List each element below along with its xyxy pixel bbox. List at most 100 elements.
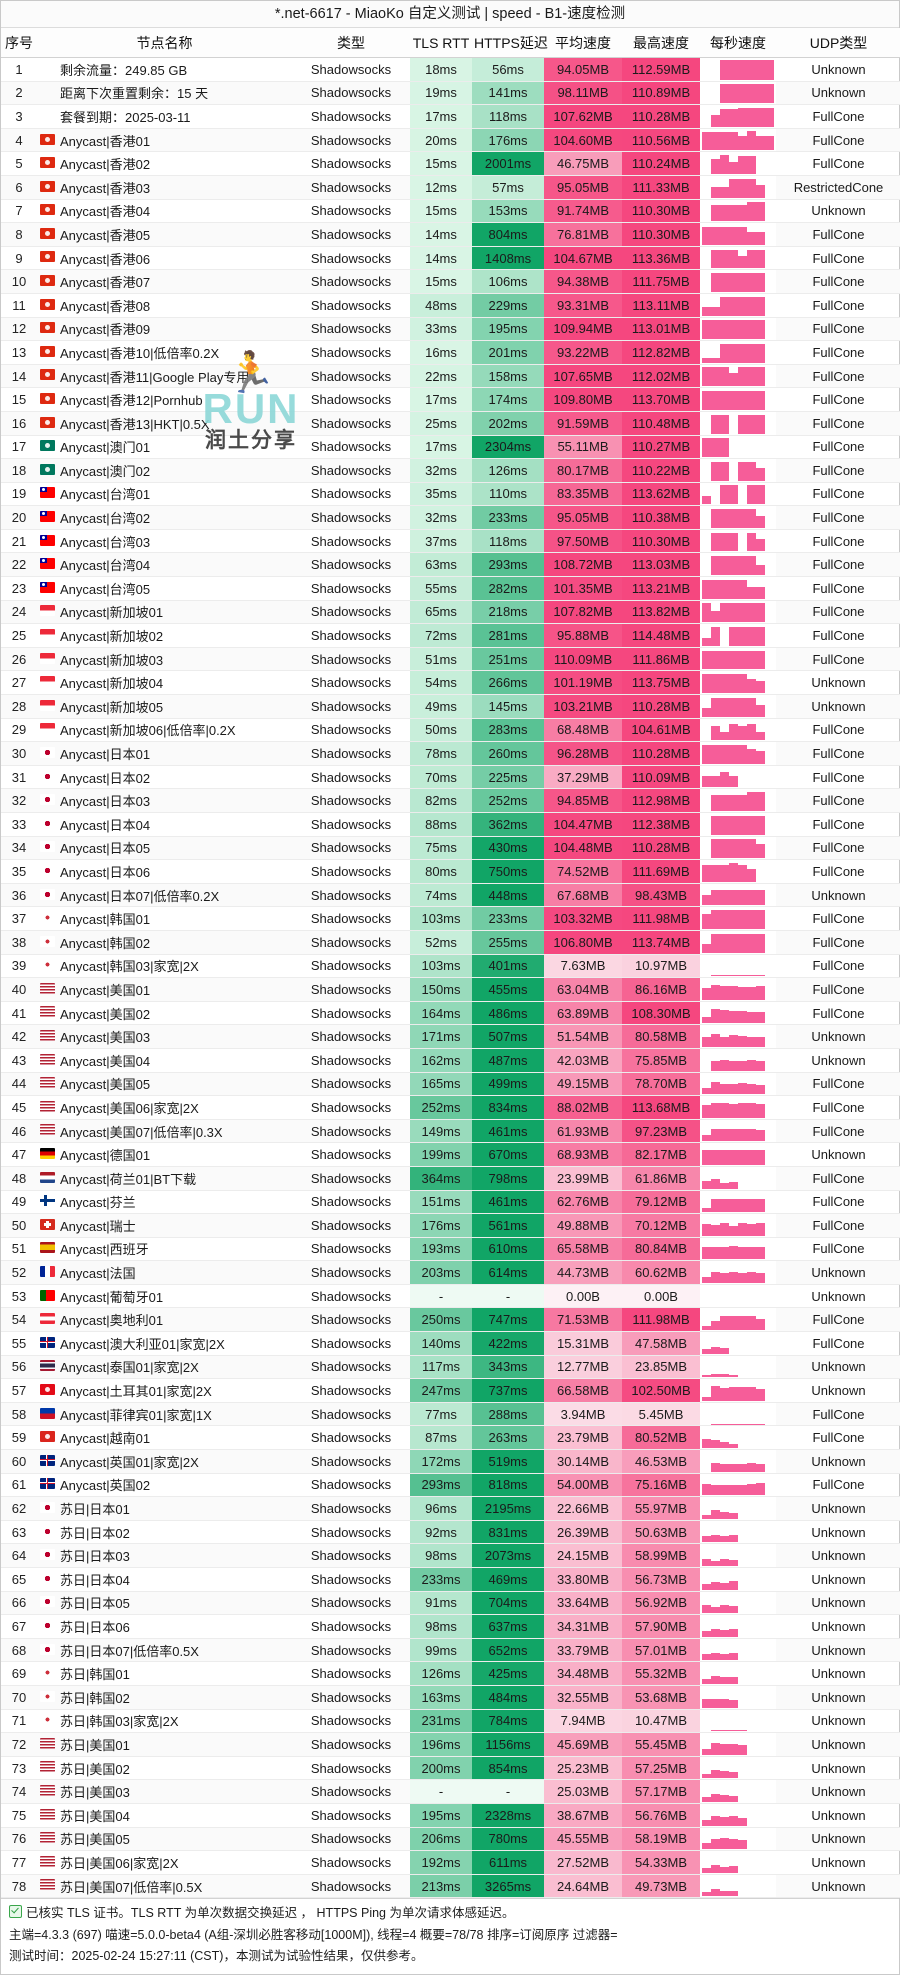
- table-row[interactable]: 52 Anycast|法国 Shadowsocks 203ms 614ms 44.73MB…: [1, 1260, 900, 1285]
- table-row[interactable]: 67 苏日|日本06 Shadowsocks 98ms 637ms 34.31MB 57.9…: [1, 1614, 900, 1639]
- table-row[interactable]: 24 Anycast|新加坡01 Shadowsocks 65ms 218ms 107.8…: [1, 600, 900, 625]
- cell-node-name[interactable]: 苏日|韩国03|家宽|2X: [37, 1709, 292, 1734]
- cell-node-name[interactable]: Anycast|日本06: [37, 859, 292, 884]
- table-row[interactable]: 36 Anycast|日本07|低倍率0.2X Shadowsocks 74ms 448…: [1, 883, 900, 908]
- cell-node-name[interactable]: 苏日|美国07|低倍率|0.5X: [37, 1874, 292, 1899]
- table-row[interactable]: 55 Anycast|澳大利亚01|家宽|2X Shadowsocks 140ms 42…: [1, 1331, 900, 1356]
- cell-node-name[interactable]: Anycast|新加坡02: [37, 623, 292, 648]
- cell-node-name[interactable]: Anycast|美国07|低倍率|0.3X: [37, 1119, 292, 1144]
- cell-node-name[interactable]: Anycast|美国06|家宽|2X: [37, 1095, 292, 1120]
- cell-node-name[interactable]: 苏日|日本05: [37, 1591, 292, 1616]
- table-row[interactable]: 75 苏日|美国04 Shadowsocks 195ms 2328ms 38.67MB 56…: [1, 1803, 900, 1828]
- cell-node-name[interactable]: Anycast|香港12|Pornhub: [37, 387, 292, 412]
- cell-node-name[interactable]: Anycast|日本04: [37, 812, 292, 837]
- table-row[interactable]: 20 Anycast|台湾02 Shadowsocks 32ms 233ms 95.05M…: [1, 505, 900, 530]
- table-row[interactable]: 28 Anycast|新加坡05 Shadowsocks 49ms 145ms 103.2…: [1, 694, 900, 719]
- table-row[interactable]: 34 Anycast|日本05 Shadowsocks 75ms 430ms 104.48…: [1, 836, 900, 861]
- cell-node-name[interactable]: Anycast|澳门01: [37, 435, 292, 460]
- cell-node-name[interactable]: Anycast|香港07: [37, 269, 292, 294]
- table-row[interactable]: 39 Anycast|韩国03|家宽|2X Shadowsocks 103ms 401m…: [1, 954, 900, 979]
- table-row[interactable]: 29 Anycast|新加坡06|低倍率|0.2X Shadowsocks 50ms 2…: [1, 718, 900, 743]
- cell-node-name[interactable]: Anycast|香港08: [37, 293, 292, 318]
- table-row[interactable]: 72 苏日|美国01 Shadowsocks 196ms 1156ms 45.69MB 55…: [1, 1732, 900, 1757]
- col-header-udp-type[interactable]: UDP类型: [776, 28, 900, 58]
- table-row[interactable]: 53 Anycast|葡萄牙01 Shadowsocks - -0.00B 0.00B Un…: [1, 1284, 900, 1309]
- table-row[interactable]: 70 苏日|韩国02 Shadowsocks 163ms 484ms 32.55MB 53.…: [1, 1685, 900, 1710]
- cell-node-name[interactable]: Anycast|香港01: [37, 128, 292, 153]
- table-row[interactable]: 33 Anycast|日本04 Shadowsocks 88ms 362ms 104.47…: [1, 812, 900, 837]
- cell-node-name[interactable]: Anycast|台湾04: [37, 552, 292, 578]
- col-header-tls-rtt[interactable]: TLS RTT: [410, 28, 472, 58]
- cell-node-name[interactable]: Anycast|韩国02: [37, 930, 292, 955]
- cell-node-name[interactable]: Anycast|香港06: [37, 246, 292, 271]
- cell-node-name[interactable]: 苏日|日本01: [37, 1496, 292, 1521]
- table-row[interactable]: 61 Anycast|英国02 Shadowsocks 293ms 818ms 54.00…: [1, 1473, 900, 1498]
- cell-node-name[interactable]: Anycast|韩国03|家宽|2X: [37, 954, 292, 979]
- table-row[interactable]: 71 苏日|韩国03|家宽|2X Shadowsocks 231ms 784ms 7.94…: [1, 1709, 900, 1734]
- cell-node-name[interactable]: Anycast|英国01|家宽|2X: [37, 1449, 292, 1474]
- table-row[interactable]: 62 苏日|日本01 Shadowsocks 96ms 2195ms 22.66MB 55.…: [1, 1496, 900, 1521]
- cell-node-name[interactable]: Anycast|德国01: [37, 1142, 292, 1167]
- cell-node-name[interactable]: Anycast|韩国01: [37, 906, 292, 931]
- table-row[interactable]: 74 苏日|美国03 Shadowsocks - -25.03MB 57.17MB Unkn…: [1, 1779, 900, 1804]
- table-row[interactable]: 77 苏日|美国06|家宽|2X Shadowsocks 192ms 611ms 27.5…: [1, 1850, 900, 1875]
- cell-node-name[interactable]: 苏日|日本02: [37, 1520, 292, 1545]
- cell-node-name[interactable]: 苏日|日本03: [37, 1543, 292, 1568]
- table-row[interactable]: 76 苏日|美国05 Shadowsocks 206ms 780ms 45.55MB 58.…: [1, 1827, 900, 1852]
- table-row[interactable]: 59 Anycast|越南01 Shadowsocks 87ms 263ms 23.79M…: [1, 1425, 900, 1451]
- table-row[interactable]: 17 Anycast|澳门01 Shadowsocks 17ms 2304ms 55.11…: [1, 435, 900, 460]
- table-row[interactable]: 49 Anycast|芬兰 Shadowsocks 151ms 461ms 62.76MB…: [1, 1190, 900, 1215]
- table-row[interactable]: 8 Anycast|香港05 Shadowsocks 14ms 804ms 76.81MB…: [1, 222, 900, 247]
- table-row[interactable]: 16 Anycast|香港13|HKT|0.5X Shadowsocks 25ms 20…: [1, 411, 900, 436]
- table-row[interactable]: 13 Anycast|香港10|低倍率0.2X Shadowsocks 16ms 201…: [1, 340, 900, 365]
- table-row[interactable]: 42 Anycast|美国03 Shadowsocks 171ms 507ms 51.54…: [1, 1024, 900, 1049]
- cell-node-name[interactable]: 距离下次重置剩余：15 天: [37, 81, 292, 106]
- cell-node-name[interactable]: Anycast|台湾02: [37, 505, 292, 530]
- cell-node-name[interactable]: Anycast|美国02: [37, 1001, 292, 1026]
- table-row[interactable]: 5 Anycast|香港02 Shadowsocks 15ms 2001ms 46.75M…: [1, 151, 900, 176]
- cell-node-name[interactable]: 苏日|日本07|低倍率0.5X: [37, 1638, 292, 1663]
- table-row[interactable]: 65 苏日|日本04 Shadowsocks 233ms 469ms 33.80MB 56.…: [1, 1567, 900, 1592]
- table-row[interactable]: 23 Anycast|台湾05 Shadowsocks 55ms 282ms 101.35…: [1, 576, 900, 601]
- cell-node-name[interactable]: Anycast|澳门02: [37, 458, 292, 483]
- table-row[interactable]: 69 苏日|韩国01 Shadowsocks 126ms 425ms 34.48MB 55.…: [1, 1661, 900, 1686]
- cell-node-name[interactable]: Anycast|澳大利亚01|家宽|2X: [37, 1331, 292, 1356]
- cell-node-name[interactable]: Anycast|新加坡03: [37, 647, 292, 672]
- col-header-type[interactable]: 类型: [292, 28, 410, 58]
- cell-node-name[interactable]: Anycast|日本05: [37, 836, 292, 861]
- table-row[interactable]: 64 苏日|日本03 Shadowsocks 98ms 2073ms 24.15MB 58.…: [1, 1543, 900, 1568]
- cell-node-name[interactable]: 苏日|美国02: [37, 1756, 292, 1781]
- table-row[interactable]: 30 Anycast|日本01 Shadowsocks 78ms 260ms 96.28M…: [1, 741, 900, 766]
- cell-node-name[interactable]: Anycast|香港13|HKT|0.5X: [37, 411, 292, 436]
- cell-node-name[interactable]: Anycast|台湾03: [37, 529, 292, 554]
- cell-node-name[interactable]: Anycast|瑞士: [37, 1213, 292, 1238]
- table-row[interactable]: 21 Anycast|台湾03 Shadowsocks 37ms 118ms 97.50M…: [1, 529, 900, 554]
- table-row[interactable]: 60 Anycast|英国01|家宽|2X Shadowsocks 172ms 519m…: [1, 1449, 900, 1474]
- table-row[interactable]: 1 剩余流量：249.85 GB Shadowsocks 18ms 56ms 94.05M…: [1, 57, 900, 82]
- cell-node-name[interactable]: Anycast|美国01: [37, 977, 292, 1002]
- col-header-per-sec-speed[interactable]: 每秒速度: [700, 28, 776, 58]
- cell-node-name[interactable]: 剩余流量：249.85 GB: [37, 57, 292, 82]
- cell-node-name[interactable]: Anycast|美国03: [37, 1024, 292, 1049]
- table-row[interactable]: 27 Anycast|新加坡04 Shadowsocks 54ms 266ms 101.1…: [1, 670, 900, 696]
- table-row[interactable]: 15 Anycast|香港12|Pornhub Shadowsocks 17ms 174…: [1, 387, 900, 412]
- col-header-avg-speed[interactable]: 平均速度: [544, 28, 622, 58]
- table-row[interactable]: 6 Anycast|香港03 Shadowsocks 12ms 57ms 95.05MB 1…: [1, 175, 900, 200]
- table-row[interactable]: 14 Anycast|香港11|Google Play专用 Shadowsocks 2…: [1, 364, 900, 389]
- table-row[interactable]: 31 Anycast|日本02 Shadowsocks 70ms 225ms 37.29M…: [1, 765, 900, 790]
- cell-node-name[interactable]: Anycast|新加坡05: [37, 694, 292, 719]
- table-row[interactable]: 7 Anycast|香港04 Shadowsocks 15ms 153ms 91.74MB…: [1, 199, 900, 224]
- table-row[interactable]: 44 Anycast|美国05 Shadowsocks 165ms 499ms 49.15…: [1, 1072, 900, 1097]
- table-row[interactable]: 73 苏日|美国02 Shadowsocks 200ms 854ms 25.23MB 57.…: [1, 1756, 900, 1781]
- cell-node-name[interactable]: Anycast|日本03: [37, 788, 292, 813]
- cell-node-name[interactable]: 苏日|美国05: [37, 1827, 292, 1852]
- table-row[interactable]: 37 Anycast|韩国01 Shadowsocks 103ms 233ms 103.3…: [1, 906, 900, 931]
- table-row[interactable]: 78 苏日|美国07|低倍率|0.5X Shadowsocks 213ms 3265ms…: [1, 1874, 900, 1899]
- cell-node-name[interactable]: Anycast|越南01: [37, 1425, 292, 1451]
- cell-node-name[interactable]: Anycast|土耳其01|家宽|2X: [37, 1378, 292, 1403]
- table-row[interactable]: 2 距离下次重置剩余：15 天 Shadowsocks 19ms 141ms 98.11M…: [1, 81, 900, 106]
- cell-node-name[interactable]: Anycast|荷兰01|BT下载: [37, 1166, 292, 1191]
- table-row[interactable]: 40 Anycast|美国01 Shadowsocks 150ms 455ms 63.04…: [1, 977, 900, 1002]
- cell-node-name[interactable]: 苏日|美国06|家宽|2X: [37, 1850, 292, 1875]
- table-row[interactable]: 3 套餐到期：2025-03-11 Shadowsocks 17ms 118ms 107.…: [1, 104, 900, 129]
